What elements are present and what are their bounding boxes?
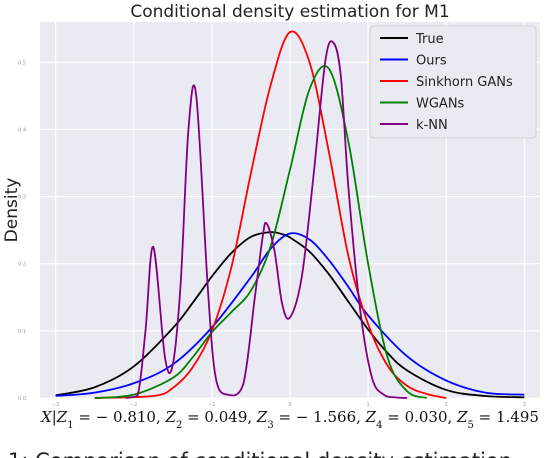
legend-label-ours: Ours bbox=[416, 54, 447, 69]
series-line-k-nn bbox=[125, 40, 408, 399]
x-tick-label: −3 bbox=[52, 402, 59, 408]
x-tick-label: −2 bbox=[130, 402, 137, 408]
legend-label-true: True bbox=[415, 32, 444, 47]
y-tick-labels: 0.0 0.1 0.2 0.3 0.4 0.5 bbox=[18, 60, 26, 402]
legend-label-sinkhorn-gans: Sinkhorn GANs bbox=[416, 75, 513, 90]
y-axis-label: Density bbox=[2, 178, 22, 243]
x-tick-label: −1 bbox=[208, 402, 215, 408]
page-caption-fragment: 1: Comparison of conditional density est… bbox=[8, 449, 512, 458]
x-tick-label: 1 bbox=[367, 402, 370, 408]
x-tick-label: 2 bbox=[445, 402, 448, 408]
x-tick-label: 0 bbox=[288, 402, 291, 408]
legend-label-k-nn: k-NN bbox=[416, 118, 448, 133]
y-tick-label: 0.0 bbox=[18, 396, 26, 402]
series-line-wgans bbox=[94, 65, 428, 399]
series-lines bbox=[55, 30, 525, 399]
x-tick-label: 3 bbox=[523, 402, 526, 408]
legend: True Ours Sinkhorn GANs WGANs k-NN bbox=[369, 25, 537, 139]
legend-box bbox=[369, 25, 537, 139]
series-line-ours bbox=[55, 232, 525, 397]
y-tick-label: 0.2 bbox=[18, 262, 26, 268]
y-tick-label: 0.1 bbox=[18, 329, 26, 335]
legend-label-wgans: WGANs bbox=[416, 97, 465, 112]
series-line-sinkhorn-gans bbox=[94, 30, 447, 399]
chart-title: Conditional density estimation for M1 bbox=[130, 2, 449, 22]
x-tick-labels: −3 −2 −1 0 1 2 3 bbox=[52, 402, 526, 408]
y-tick-label: 0.3 bbox=[18, 195, 26, 201]
y-tick-label: 0.5 bbox=[18, 60, 26, 66]
x-axis-label: X|Z1 = − 0.810, Z2 = 0.049, Z3 = − 1.566… bbox=[40, 408, 539, 431]
y-tick-label: 0.4 bbox=[18, 127, 26, 133]
